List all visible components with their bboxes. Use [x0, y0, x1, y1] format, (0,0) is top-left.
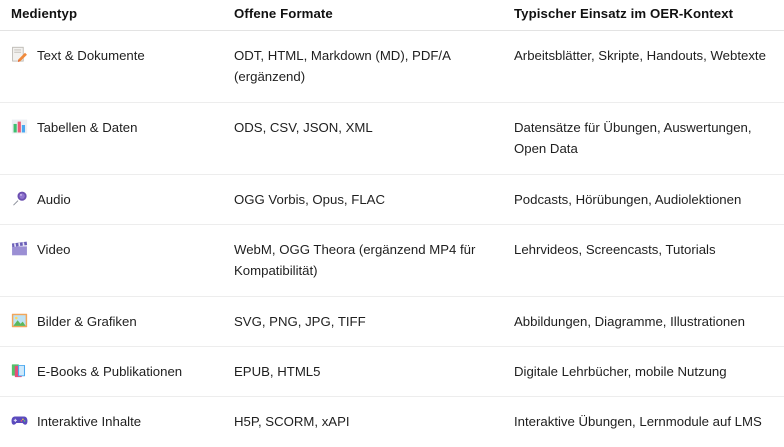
cell-offene-formate: H5P, SCORM, xAPI [234, 414, 350, 430]
memo-icon [11, 46, 28, 63]
cell-offene-formate: SVG, PNG, JPG, TIFF [228, 296, 508, 348]
cell-typischer-einsatz: Abbildungen, Diagramme, Illustrationen [508, 296, 784, 348]
table-row: Audio OGG Vorbis, Opus, FLAC Podcasts, Hör… [0, 174, 784, 225]
cell-medientyp: E-Books & Publikationen [0, 346, 228, 398]
media-type-group: Text & Dokumente [11, 45, 218, 66]
media-type-label: Interaktive Inhalte [37, 414, 142, 430]
cell-offene-formate: OGG Vorbis, Opus, FLAC [228, 174, 508, 225]
cell-offene-formate: ODT, HTML, Markdown (MD), PDF/A (ergänze… [228, 30, 508, 103]
media-type-label: Tabellen & Daten [37, 119, 138, 135]
media-type-label: Bilder & Grafiken [37, 313, 137, 329]
cell-offene-formate: ODS, CSV, JSON, XML [228, 102, 508, 175]
cell-typischer-einsatz: Interaktive Übungen, Lernmodule auf LMS [514, 414, 762, 430]
cell-typischer-einsatz: Lehrvideos, Screencasts, Tutorials [508, 224, 784, 297]
media-type-label: Video [37, 241, 71, 257]
cell-typischer-einsatz: Digitale Lehrbücher, mobile Nutzung [508, 346, 784, 398]
cell-typischer-einsatz: Podcasts, Hörübungen, Audiolektionen [508, 174, 784, 225]
clapper-board-icon [11, 240, 28, 257]
microphone-icon [11, 190, 28, 207]
table-row: Interaktive Inhalte H5P, SCORM, xAPI Inter… [0, 397, 784, 447]
table-body: Text & Dokumente ODT, HTML, Markdown (MD)… [0, 30, 784, 447]
table-row: Tabellen & Daten ODS, CSV, JSON, XML Daten… [0, 102, 784, 175]
media-format-table-container: Medientyp Offene Formate Typischer Einsa… [0, 0, 784, 429]
cell-medientyp: Tabellen & Daten [0, 102, 228, 175]
media-type-group: Bilder & Grafiken [11, 311, 218, 332]
cell-medientyp: Audio [0, 174, 228, 225]
cell-medientyp: Bilder & Grafiken [0, 296, 228, 348]
books-icon [11, 362, 28, 379]
cell-offene-formate: EPUB, HTML5 [228, 346, 508, 398]
column-header-offene-formate: Offene Formate [228, 0, 508, 31]
bar-chart-icon [11, 118, 28, 135]
media-type-label: Audio [37, 191, 71, 207]
table-header: Medientyp Offene Formate Typischer Einsa… [0, 0, 784, 31]
media-type-group: Audio [11, 189, 218, 210]
cell-medientyp: Interaktive Inhalte [0, 397, 228, 447]
column-header-typischer-einsatz: Typischer Einsatz im OER-Kontext [508, 0, 784, 31]
table-row: Text & Dokumente ODT, HTML, Markdown (MD)… [0, 30, 784, 103]
column-header-medientyp: Medientyp [0, 0, 228, 31]
media-type-label: E-Books & Publikationen [37, 364, 183, 379]
media-type-group: Tabellen & Daten [11, 117, 218, 138]
table-row: Bilder & Grafiken SVG, PNG, JPG, TIFF Abbi… [0, 296, 784, 348]
table-row: Video WebM, OGG Theora (ergänzend MP4 für… [0, 224, 784, 297]
table-header-row: Medientyp Offene Formate Typischer Einsa… [0, 0, 784, 31]
media-type-group: E-Books & Publikationen [11, 361, 218, 382]
media-type-group: Interaktive Inhalte [11, 411, 218, 432]
table-row: E-Books & Publikationen EPUB, HTML5 Digita… [0, 346, 784, 398]
media-type-group: Video [11, 239, 218, 260]
media-type-label: Text & Dokumente [37, 48, 145, 63]
cell-typischer-einsatz: Datensätze für Übungen, Auswertungen, Op… [508, 102, 784, 175]
cell-medientyp: Video [0, 224, 228, 297]
game-controller-icon [11, 412, 28, 429]
framed-picture-icon [11, 312, 28, 329]
cell-typischer-einsatz: Arbeitsblätter, Skripte, Handouts, Webte… [508, 30, 784, 103]
cell-offene-formate: WebM, OGG Theora (ergänzend MP4 für Komp… [228, 224, 508, 297]
cell-medientyp: Text & Dokumente [0, 30, 228, 103]
